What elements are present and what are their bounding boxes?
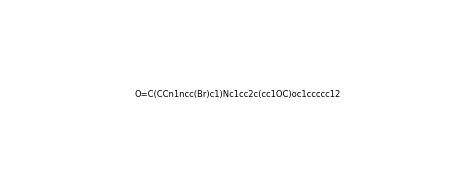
Text: O=C(CCn1ncc(Br)c1)Nc1cc2c(cc1OC)oc1ccccc12: O=C(CCn1ncc(Br)c1)Nc1cc2c(cc1OC)oc1ccccc…: [134, 90, 340, 99]
